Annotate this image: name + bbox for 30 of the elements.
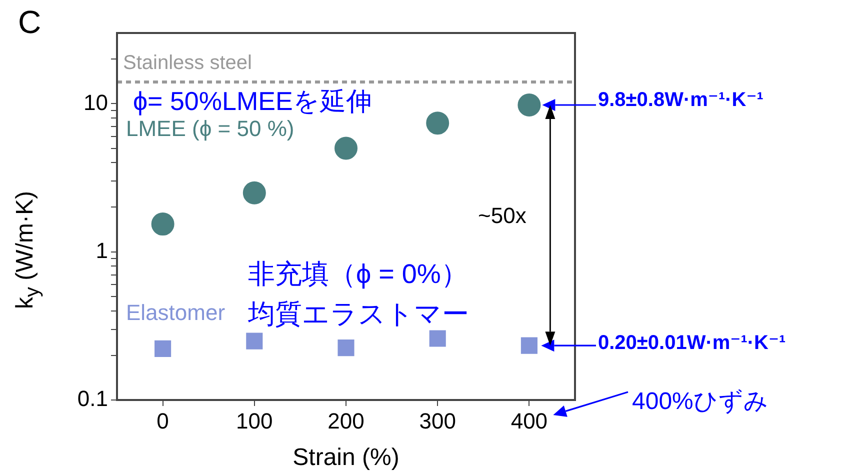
- point: [520, 337, 538, 354]
- x-axis-title: Strain (%): [292, 444, 400, 472]
- series-label: LMEE (ϕ = 50 %): [126, 116, 294, 142]
- text: 400%ひずみ: [632, 387, 768, 417]
- annotation: 非充填（ϕ = 0%）: [248, 258, 468, 291]
- x-tick-label: 300: [419, 408, 456, 434]
- point: [429, 330, 446, 347]
- x-tick-label: 100: [236, 408, 273, 434]
- point: [338, 340, 354, 356]
- y-tick-label: 1: [96, 238, 108, 263]
- point: [242, 181, 266, 204]
- x-tick-label: 0: [156, 408, 169, 434]
- annotation: ~50x: [478, 203, 526, 229]
- x-tick-label: 200: [328, 408, 364, 434]
- annotation: ϕ= 50%LMEEを延伸: [133, 85, 372, 118]
- y-tick-label: 0.1: [77, 386, 108, 412]
- point: [518, 93, 541, 116]
- text: 9.8±0.8W·m⁻¹·K⁻¹: [598, 88, 764, 112]
- y-tick-label: 10: [84, 90, 108, 115]
- point: [426, 112, 450, 135]
- series-label: Elastomer: [126, 300, 226, 326]
- point: [246, 332, 263, 350]
- annotation: 均質エラストマー: [248, 298, 469, 331]
- chart-title: C: [18, 4, 42, 41]
- point: [334, 136, 358, 160]
- text: 0.20±0.01W·m⁻¹·K⁻¹: [598, 331, 786, 355]
- x-tick-label: 400: [510, 408, 548, 434]
- point: [154, 340, 172, 357]
- ref-line-label: Stainless steel: [123, 52, 252, 76]
- point: [151, 212, 174, 236]
